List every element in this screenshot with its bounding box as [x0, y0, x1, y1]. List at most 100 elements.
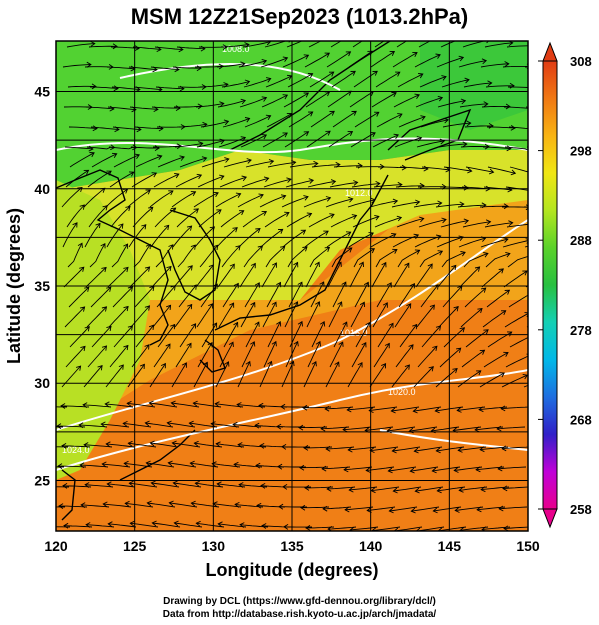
streamline [84, 444, 113, 448]
streamline-arrowhead [394, 31, 399, 35]
streamline [459, 103, 488, 108]
streamline-arrowhead [293, 261, 299, 268]
streamline [125, 502, 154, 508]
streamline-arrowhead [79, 306, 86, 312]
streamline-arrowhead [80, 502, 86, 508]
streamline [310, 110, 335, 128]
streamline [352, 215, 380, 228]
streamline [267, 161, 296, 168]
streamline-arrowhead [239, 522, 245, 528]
streamline-arrowhead [329, 213, 335, 219]
streamline [353, 70, 378, 88]
streamline [303, 406, 332, 409]
streamline-arrowhead [123, 460, 129, 467]
streamline [243, 245, 263, 268]
streamline [463, 252, 489, 268]
streamline-arrowhead [330, 179, 337, 185]
streamline [153, 145, 182, 148]
streamline-arrowhead [370, 197, 376, 204]
streamline-arrowhead [329, 110, 335, 116]
streamline [503, 270, 528, 288]
streamline-arrowhead [479, 446, 485, 453]
streamline-arrowhead [328, 71, 335, 77]
streamline-arrowhead [502, 485, 508, 492]
streamline-arrowhead [129, 520, 135, 527]
streamline [394, 137, 422, 148]
streamline-arrowhead [112, 43, 118, 50]
streamline-arrowhead [346, 406, 352, 413]
x-tick-label: 125 [123, 538, 147, 554]
coastline-china-korea [56, 169, 169, 346]
y-tick-label: 45 [34, 84, 50, 100]
streamline-arrowhead [463, 218, 470, 225]
streamline [481, 105, 511, 108]
streamline-arrowhead [77, 242, 83, 248]
streamline-arrowhead [304, 485, 310, 491]
streamline [487, 126, 516, 129]
streamline-arrowhead [437, 200, 443, 207]
streamline [64, 306, 85, 328]
streamline [239, 97, 267, 108]
streamline-arrowhead [83, 442, 89, 448]
x-tick-label: 150 [516, 538, 540, 554]
streamline [481, 268, 504, 288]
streamline-arrowhead [393, 527, 399, 531]
streamline [305, 91, 330, 108]
streamline-arrowhead [466, 120, 472, 127]
streamline [396, 41, 408, 48]
isobar-1020 [56, 369, 528, 471]
streamline [391, 201, 420, 208]
streamline-arrowhead [104, 401, 110, 408]
streamline-arrowhead [282, 56, 289, 62]
streamline-arrowhead [390, 407, 396, 414]
streamline-arrowhead [480, 287, 487, 293]
streamline-arrowhead [345, 51, 352, 57]
streamline-arrowhead [303, 92, 310, 98]
streamline [263, 178, 292, 188]
streamline-arrowhead [415, 527, 421, 531]
streamline-arrowhead [170, 400, 176, 407]
streamline-arrowhead [250, 301, 256, 308]
streamline [343, 426, 372, 431]
streamline-arrowhead [303, 445, 309, 451]
coastline-russia [229, 41, 391, 151]
streamline [171, 402, 200, 408]
streamline-arrowhead [84, 326, 90, 332]
streamline [174, 142, 203, 148]
streamline [216, 63, 245, 68]
streamline-arrowhead [232, 421, 238, 428]
streamline-arrowhead [181, 362, 187, 368]
streamline-arrowhead [261, 523, 267, 529]
streamline [218, 302, 234, 328]
streamline [282, 54, 309, 68]
streamline [376, 282, 392, 308]
streamline-arrowhead [106, 170, 112, 176]
streamline-arrowhead [439, 33, 444, 38]
streamline-arrowhead [412, 407, 418, 414]
streamline [413, 202, 442, 208]
streamline-arrowhead [254, 321, 260, 327]
streamline-arrowhead [75, 365, 82, 371]
streamline [281, 196, 309, 208]
streamline [69, 152, 95, 168]
streamline-arrowhead [166, 304, 172, 310]
streamline-arrowhead [245, 360, 251, 367]
streamline-arrowhead [412, 323, 418, 330]
streamline [392, 52, 418, 68]
y-tick-label: 40 [34, 181, 50, 197]
streamline [438, 143, 467, 148]
streamline [479, 205, 508, 208]
streamline [369, 200, 398, 208]
streamline-arrowhead [198, 141, 204, 147]
streamline [169, 502, 198, 508]
streamline-arrowhead [224, 361, 230, 367]
streamline [85, 106, 114, 110]
streamline-arrowhead [258, 402, 264, 409]
streamline-arrowhead [213, 191, 219, 198]
streamline-arrowhead [350, 70, 356, 76]
streamline [375, 71, 401, 88]
streamline [409, 426, 438, 432]
streamline-arrowhead [97, 364, 103, 371]
streamline [66, 204, 85, 228]
streamline-arrowhead [297, 281, 303, 287]
